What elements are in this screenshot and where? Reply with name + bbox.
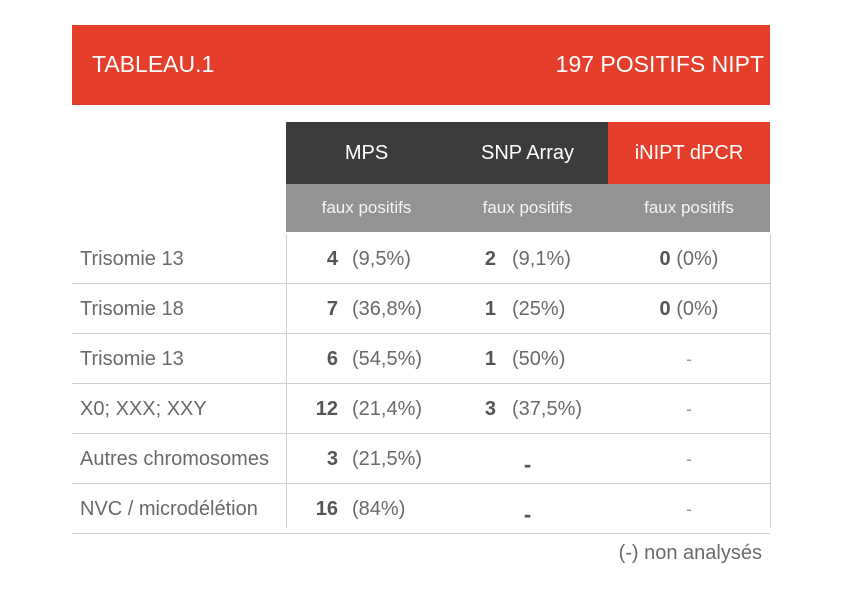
subheader-mps: faux positifs xyxy=(321,198,412,217)
row-label: Trisomie 18 xyxy=(80,298,184,320)
snp-percent: (37,5%) xyxy=(512,398,583,420)
row-label: Trisomie 13 xyxy=(80,248,184,270)
subheader-row: faux positifs faux positifs faux positif… xyxy=(286,184,770,232)
footnote: (-) non analysés xyxy=(618,542,762,564)
mps-count: 16 xyxy=(315,498,338,520)
column-divider xyxy=(286,234,287,528)
mps-percent: (84%) xyxy=(352,498,406,520)
mps-count: 7 xyxy=(326,298,338,320)
header-inipt-dpcr: iNIPT dPCR xyxy=(608,122,770,184)
mps-percent: (9,5%) xyxy=(352,248,411,270)
dpcr-not-analyzed: - xyxy=(686,399,692,419)
mps-count: 4 xyxy=(326,248,338,270)
dpcr-not-analyzed: - xyxy=(686,449,692,469)
snp-count: 3 xyxy=(484,398,496,420)
mps-percent: (36,8%) xyxy=(352,298,423,320)
title-banner: TABLEAU.1 197 POSITIFS NIPT xyxy=(72,25,770,105)
snp-percent: (50%) xyxy=(512,348,566,370)
mps-percent: (21,5%) xyxy=(352,448,423,470)
snp-percent: (9,1%) xyxy=(512,248,571,270)
dpcr-percent: (0%) xyxy=(676,248,719,270)
snp-percent: (25%) xyxy=(512,298,566,320)
mps-count: 3 xyxy=(326,448,338,470)
column-divider xyxy=(770,234,771,528)
mps-count: 6 xyxy=(326,348,338,370)
snp-count: 2 xyxy=(484,248,496,270)
dpcr-count: 0 xyxy=(659,298,671,320)
dpcr-value: 0 (0%) xyxy=(608,284,770,333)
dpcr-not-analyzed: - xyxy=(686,499,692,519)
dpcr-value: 0 (0%) xyxy=(608,234,770,283)
snp-count: 1 xyxy=(484,348,496,370)
dpcr-not-analyzed: - xyxy=(686,349,692,369)
table-row: NVC / microdélétion 16 (84%) - - xyxy=(72,484,770,534)
table-subtitle: 197 POSITIFS NIPT xyxy=(555,51,764,77)
snp-count: 1 xyxy=(484,298,496,320)
header-snp-label: SNP Array xyxy=(481,141,574,164)
subheader-snp: faux positifs xyxy=(482,198,573,217)
dpcr-percent: (0%) xyxy=(676,298,719,320)
header-snp-array: SNP Array xyxy=(447,122,608,184)
header-dpcr-label: iNIPT dPCR xyxy=(634,141,744,164)
header-mps: MPS xyxy=(286,122,447,184)
table-row: Trisomie 13 4 (9,5%) 2 (9,1%) 0 (0%) xyxy=(72,234,770,284)
row-label: Autres chromosomes xyxy=(80,448,269,470)
row-label: X0; XXX; XXY xyxy=(80,398,207,420)
snp-not-analyzed: - xyxy=(523,502,532,527)
table-row: Autres chromosomes 3 (21,5%) - - xyxy=(72,434,770,484)
mps-percent: (54,5%) xyxy=(352,348,423,370)
header-mps-label: MPS xyxy=(344,141,389,164)
subheader-dpcr: faux positifs xyxy=(644,198,734,217)
table-title: TABLEAU.1 xyxy=(92,51,215,77)
row-label: Trisomie 13 xyxy=(80,348,184,370)
table-row: Trisomie 18 7 (36,8%) 1 (25%) 0 (0%) xyxy=(72,284,770,334)
table-row: X0; XXX; XXY 12 (21,4%) 3 (37,5%) - xyxy=(72,384,770,434)
mps-count: 12 xyxy=(315,398,338,420)
snp-not-analyzed: - xyxy=(523,452,532,477)
dpcr-count: 0 xyxy=(659,248,671,270)
table-row: Trisomie 13 6 (54,5%) 1 (50%) - xyxy=(72,334,770,384)
mps-percent: (21,4%) xyxy=(352,398,423,420)
row-label: NVC / microdélétion xyxy=(80,498,258,520)
